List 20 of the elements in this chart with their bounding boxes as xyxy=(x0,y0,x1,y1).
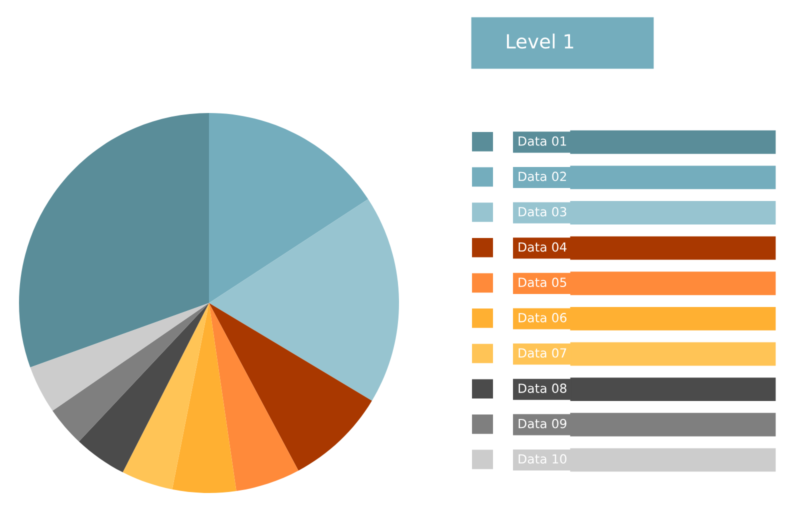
legend-label: Data 09 xyxy=(518,418,566,428)
pie-slice xyxy=(209,113,368,303)
pie-slice xyxy=(52,303,209,442)
legend-label: Data 05 xyxy=(518,278,566,288)
legend-label: Data 04 xyxy=(518,242,567,252)
pie-slice xyxy=(78,303,209,472)
legend-label: Data 06 xyxy=(518,312,566,322)
pie-slice xyxy=(30,303,209,411)
legend-title: Level 1 xyxy=(506,34,574,49)
pie-slice xyxy=(172,303,236,493)
pie-slice xyxy=(209,303,298,492)
pie-slice xyxy=(122,303,209,490)
pie-slice xyxy=(209,199,399,401)
pie-slice xyxy=(209,303,372,471)
legend-label: Data 02 xyxy=(518,172,566,182)
legend-label: Data 07 xyxy=(518,348,566,358)
legend-label: Data 03 xyxy=(518,206,566,216)
legend-label: Data 01 xyxy=(518,136,566,146)
pie-slice xyxy=(19,113,209,368)
legend-label: Data 08 xyxy=(518,384,566,393)
